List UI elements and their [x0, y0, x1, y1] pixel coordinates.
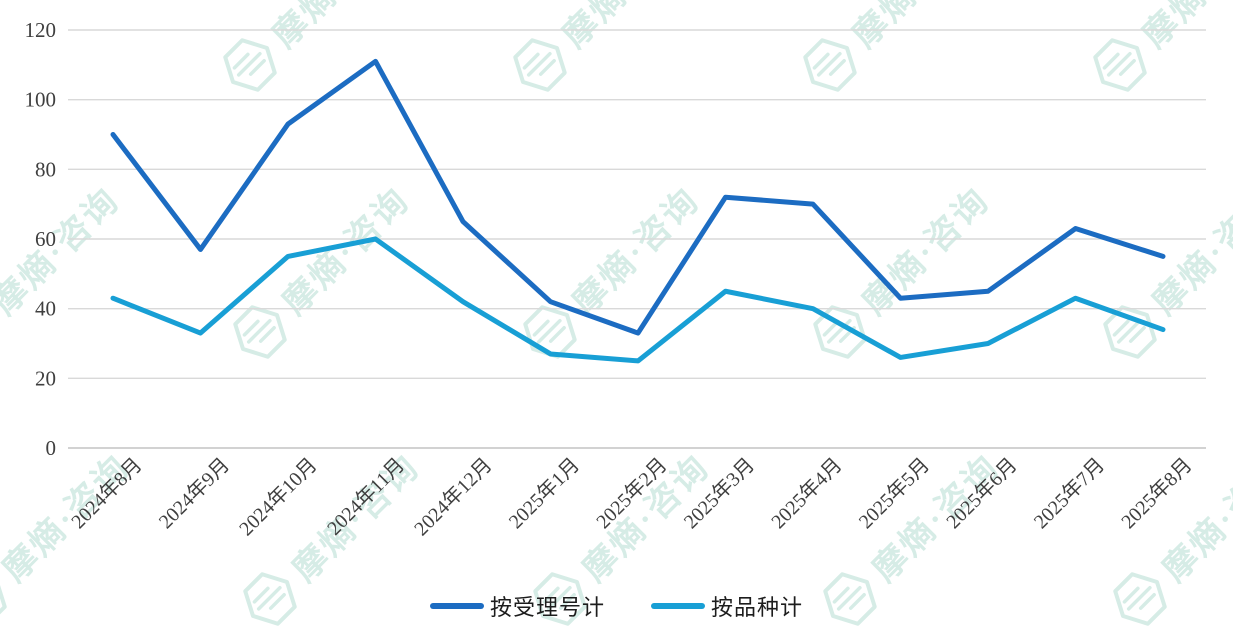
x-axis-tick-label: 2025年6月	[942, 453, 1022, 533]
y-axis-tick-label: 80	[35, 157, 56, 181]
legend-swatch-by-variety	[651, 603, 705, 609]
x-axis-tick-label: 2025年5月	[854, 453, 934, 533]
y-axis-tick-label: 100	[25, 88, 57, 112]
x-axis-tick-label: 2025年4月	[767, 453, 847, 533]
chart-legend: 按受理号计 按品种计	[0, 590, 1233, 622]
x-axis-tick-label: 2025年2月	[592, 453, 672, 533]
legend-label-by-variety: 按品种计	[711, 595, 804, 620]
legend-label-by-acceptance-number: 按受理号计	[489, 595, 605, 620]
legend-item-by-acceptance-number: 按受理号计	[429, 590, 605, 622]
y-axis-tick-label: 120	[25, 18, 57, 42]
y-axis-tick-label: 60	[35, 227, 56, 251]
y-axis-tick-label: 40	[35, 297, 56, 321]
x-axis-tick-label: 2025年7月	[1029, 453, 1109, 533]
x-axis-tick-label: 2024年12月	[410, 453, 497, 540]
series-line-by-variety	[110, 236, 1166, 364]
x-axis-tick-label: 2025年8月	[1117, 453, 1197, 533]
legend-swatch-by-acceptance-number	[429, 603, 484, 609]
x-axis-tick-label: 2024年8月	[67, 453, 147, 533]
y-axis-tick-label: 20	[35, 366, 56, 390]
x-axis-tick-label: 2024年10月	[235, 453, 322, 540]
legend-item-by-variety: 按品种计	[651, 590, 803, 622]
x-axis-tick-label: 2024年11月	[323, 453, 409, 539]
series-line-by-acceptance-number	[110, 58, 1166, 336]
x-axis-tick-label: 2024年9月	[154, 453, 234, 533]
x-axis-tick-label: 2025年3月	[679, 453, 759, 533]
x-axis-tick-label: 2025年1月	[504, 453, 584, 533]
y-axis-tick-label: 0	[46, 436, 57, 460]
